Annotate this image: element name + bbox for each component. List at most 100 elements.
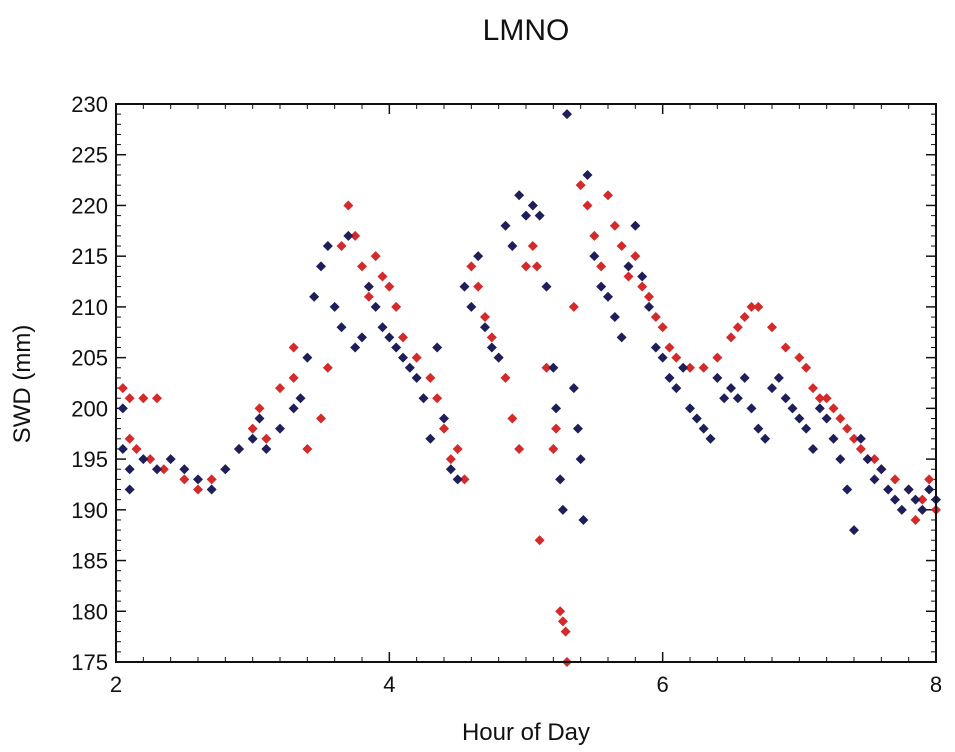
red-point bbox=[616, 241, 627, 252]
y-tick-label: 185 bbox=[71, 549, 108, 574]
red-point bbox=[603, 190, 613, 201]
navy-point bbox=[562, 109, 572, 120]
y-tick-label: 200 bbox=[71, 396, 108, 421]
navy-point bbox=[117, 443, 128, 454]
navy-point bbox=[466, 301, 477, 312]
red-point bbox=[746, 301, 757, 312]
navy-point bbox=[404, 362, 415, 373]
navy-point bbox=[596, 281, 607, 292]
red-point bbox=[138, 393, 149, 404]
navy-point bbox=[849, 525, 859, 536]
navy-point bbox=[521, 210, 531, 221]
red-point bbox=[712, 352, 723, 363]
red-point bbox=[480, 312, 490, 323]
navy-point bbox=[814, 403, 825, 414]
red-point bbox=[377, 271, 388, 282]
navy-point bbox=[261, 443, 272, 454]
red-point bbox=[623, 271, 634, 282]
navy-point bbox=[480, 322, 490, 333]
navy-point bbox=[548, 362, 559, 373]
navy-point bbox=[527, 200, 538, 211]
navy-point bbox=[117, 403, 128, 414]
red-point bbox=[466, 261, 477, 272]
navy-point bbox=[391, 342, 402, 353]
navy-point bbox=[924, 484, 935, 495]
red-point bbox=[849, 433, 859, 444]
navy-point bbox=[302, 352, 313, 363]
navy-point bbox=[644, 301, 654, 312]
navy-point bbox=[753, 423, 764, 434]
y-tick-label: 180 bbox=[71, 599, 108, 624]
navy-point bbox=[578, 514, 589, 525]
y-tick-label: 210 bbox=[71, 295, 108, 320]
navy-point bbox=[835, 454, 846, 465]
navy-point bbox=[609, 312, 620, 323]
navy-point bbox=[855, 433, 866, 444]
navy-point bbox=[452, 474, 463, 485]
y-tick-label: 190 bbox=[71, 498, 108, 523]
navy-point bbox=[541, 281, 552, 292]
red-point bbox=[910, 514, 921, 525]
red-point bbox=[609, 220, 620, 231]
red-point bbox=[275, 383, 285, 394]
navy-point bbox=[637, 271, 648, 282]
navy-point bbox=[555, 474, 566, 485]
navy-point bbox=[363, 281, 374, 292]
red-point bbox=[637, 281, 648, 292]
navy-point bbox=[398, 352, 408, 363]
navy-point bbox=[582, 170, 593, 181]
red-point bbox=[452, 443, 463, 454]
chart-title: LMNO bbox=[483, 14, 570, 47]
red-point bbox=[767, 322, 777, 333]
plot-frame bbox=[115, 103, 937, 663]
navy-point bbox=[486, 342, 497, 353]
navy-point bbox=[473, 251, 484, 262]
navy-point bbox=[890, 494, 900, 505]
red-point bbox=[814, 393, 825, 404]
x-tick-label: 2 bbox=[110, 672, 122, 697]
navy-point bbox=[343, 230, 354, 241]
navy-point bbox=[234, 443, 244, 454]
red-point bbox=[531, 261, 542, 272]
navy-point bbox=[514, 190, 525, 201]
navy-point bbox=[678, 362, 689, 373]
red-point bbox=[698, 362, 709, 373]
navy-point bbox=[329, 301, 340, 312]
red-point bbox=[145, 454, 156, 465]
y-tick-label: 175 bbox=[71, 650, 108, 675]
navy-point bbox=[384, 332, 395, 343]
red-point bbox=[507, 413, 518, 424]
red-point bbox=[657, 322, 668, 333]
x-tick-label: 8 bbox=[930, 672, 942, 697]
navy-point bbox=[124, 484, 135, 495]
navy-point bbox=[425, 433, 436, 444]
red-point bbox=[302, 443, 313, 454]
navy-point bbox=[295, 393, 306, 404]
navy-point bbox=[357, 332, 367, 343]
navy-point bbox=[910, 494, 921, 505]
red-point bbox=[739, 312, 750, 323]
red-point bbox=[548, 443, 559, 454]
red-point bbox=[780, 342, 791, 353]
navy-point bbox=[773, 372, 784, 383]
navy-point bbox=[726, 383, 736, 394]
navy-point bbox=[124, 464, 135, 475]
red-point bbox=[630, 251, 641, 262]
red-point bbox=[534, 535, 545, 546]
red-point bbox=[439, 423, 449, 434]
red-point bbox=[193, 484, 203, 495]
red-point bbox=[247, 423, 258, 434]
red-point bbox=[685, 362, 695, 373]
red-point bbox=[589, 230, 600, 241]
navy-point bbox=[698, 423, 709, 434]
navy-point bbox=[432, 342, 443, 353]
red-point bbox=[117, 383, 128, 394]
navy-point bbox=[459, 281, 470, 292]
red-point bbox=[124, 393, 135, 404]
red-point bbox=[131, 443, 142, 454]
red-point bbox=[855, 443, 866, 454]
red-point bbox=[808, 383, 818, 394]
navy-point bbox=[418, 393, 429, 404]
navy-point bbox=[876, 464, 887, 475]
